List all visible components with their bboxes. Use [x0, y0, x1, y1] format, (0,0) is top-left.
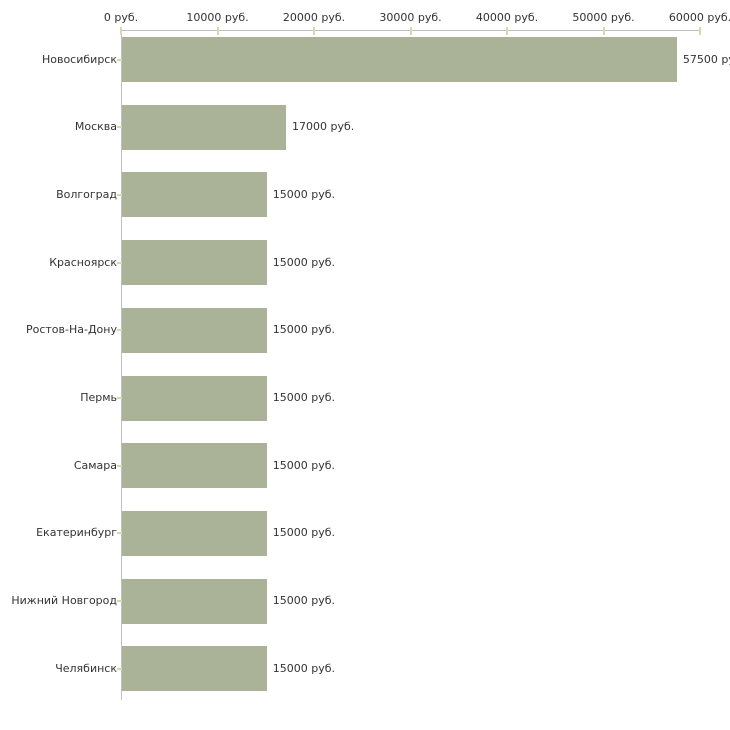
bar — [122, 578, 267, 624]
y-tick-mark — [117, 600, 122, 603]
category-label: Москва — [74, 120, 117, 134]
value-label: 15000 руб. — [272, 661, 336, 675]
value-label: 15000 руб. — [272, 594, 336, 608]
bar — [122, 172, 267, 218]
category-label: Новосибирск — [41, 52, 117, 66]
x-tick-label: 50000 руб. — [572, 11, 635, 24]
y-tick-mark — [117, 329, 122, 332]
value-label: 15000 руб. — [272, 323, 336, 337]
y-tick-mark — [117, 58, 122, 61]
bar — [122, 307, 267, 353]
y-tick-mark — [117, 397, 122, 399]
bar — [122, 510, 267, 556]
bar — [122, 443, 267, 489]
y-tick-mark — [117, 193, 122, 196]
x-tick-mark — [120, 27, 122, 35]
y-axis-line — [121, 30, 122, 700]
x-tick-label: 40000 руб. — [475, 11, 539, 24]
category-label: Ростов-На-Дону — [25, 323, 117, 337]
bar — [122, 646, 267, 692]
x-tick-label: 30000 руб. — [379, 11, 442, 24]
y-tick-mark — [117, 464, 122, 467]
y-tick-mark — [117, 532, 122, 535]
x-tick-mark — [216, 27, 219, 35]
x-tick-mark — [409, 27, 412, 35]
category-label: Пермь — [80, 391, 117, 404]
value-label: 15000 руб. — [272, 391, 336, 404]
y-tick-mark — [117, 667, 122, 670]
category-label: Красноярск — [49, 255, 117, 269]
x-tick-mark — [313, 27, 315, 35]
y-tick-mark — [117, 126, 122, 129]
x-tick-mark — [699, 27, 701, 35]
value-label: 15000 руб. — [272, 526, 336, 540]
x-tick-mark — [506, 27, 508, 35]
category-label: Волгоград — [56, 187, 117, 201]
x-tick-mark — [602, 27, 605, 35]
x-tick-label: 0 руб. — [103, 11, 139, 24]
category-label: Екатеринбург — [36, 526, 117, 540]
bar — [122, 104, 287, 150]
x-tick-label: 60000 руб. — [668, 11, 730, 24]
x-tick-label: 20000 руб. — [282, 11, 346, 24]
value-label: 15000 руб. — [272, 255, 336, 269]
value-label: 17000 руб. — [292, 120, 355, 134]
category-label: Челябинск — [55, 661, 117, 675]
bar — [122, 375, 267, 421]
value-label: 57500 руб. — [682, 52, 730, 66]
category-label: Самара — [73, 458, 117, 472]
bar — [122, 37, 677, 82]
value-label: 15000 руб. — [272, 458, 336, 472]
bar — [122, 240, 267, 286]
x-tick-label: 10000 руб. — [186, 11, 249, 24]
value-label: 15000 руб. — [272, 187, 336, 201]
category-label: Нижний Новгород — [11, 594, 117, 608]
y-tick-mark — [117, 261, 122, 264]
